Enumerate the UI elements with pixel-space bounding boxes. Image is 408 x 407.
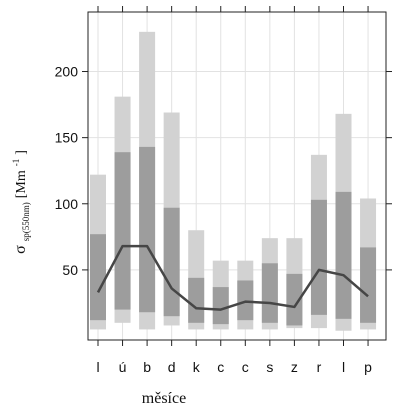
y-tick-label: 50 — [62, 262, 78, 278]
x-tick-label: z — [291, 359, 298, 375]
y-axis-label-unit-close: ] — [14, 150, 29, 155]
x-tick-label: r — [317, 359, 322, 375]
x-axis-label: měsíce — [142, 390, 186, 407]
inner-range-bar — [335, 191, 352, 319]
inner-range-bar — [188, 277, 205, 323]
x-tick-label: b — [143, 359, 151, 375]
x-tick-label: k — [193, 359, 201, 375]
inner-range-bar — [360, 247, 377, 323]
y-axis-label-unit: [Mm — [14, 170, 29, 198]
inner-range-bar — [139, 146, 156, 313]
x-tick-label: s — [266, 359, 273, 375]
x-tick-label: p — [364, 359, 372, 375]
y-axis-label-symbol: σ — [12, 245, 29, 254]
x-tick-label: l — [342, 359, 345, 375]
inner-range-bar — [237, 280, 254, 321]
y-axis-label: σ sp(550nm) [Mm -1 ] — [6, 150, 33, 254]
outer-range-bars — [90, 31, 377, 331]
median-line — [96, 244, 369, 311]
inner-range-bar — [212, 287, 229, 325]
inner-range-bar — [90, 234, 106, 321]
inner-range-bar — [114, 152, 131, 310]
inner-range-bar — [163, 207, 180, 317]
plot-frame — [87, 11, 387, 341]
y-tick-label: 100 — [55, 196, 79, 212]
x-tick-label: d — [168, 359, 176, 375]
x-tick-label: c — [217, 359, 224, 375]
y-tick-label: 200 — [55, 64, 79, 80]
inner-range-bar — [261, 263, 278, 323]
y-axis-label-subscript: sp(550nm) — [21, 202, 31, 241]
x-tick-label: l — [96, 359, 99, 375]
x-tick-label: ú — [119, 359, 127, 375]
y-axis-label-unit-exponent: -1 — [11, 159, 21, 167]
inner-range-bars — [90, 146, 377, 326]
median-line-layer — [96, 244, 369, 311]
inner-range-bar — [286, 273, 303, 326]
x-tick-label: c — [242, 359, 249, 375]
y-tick-label: 150 — [55, 130, 79, 146]
inner-range-bar — [310, 199, 327, 315]
